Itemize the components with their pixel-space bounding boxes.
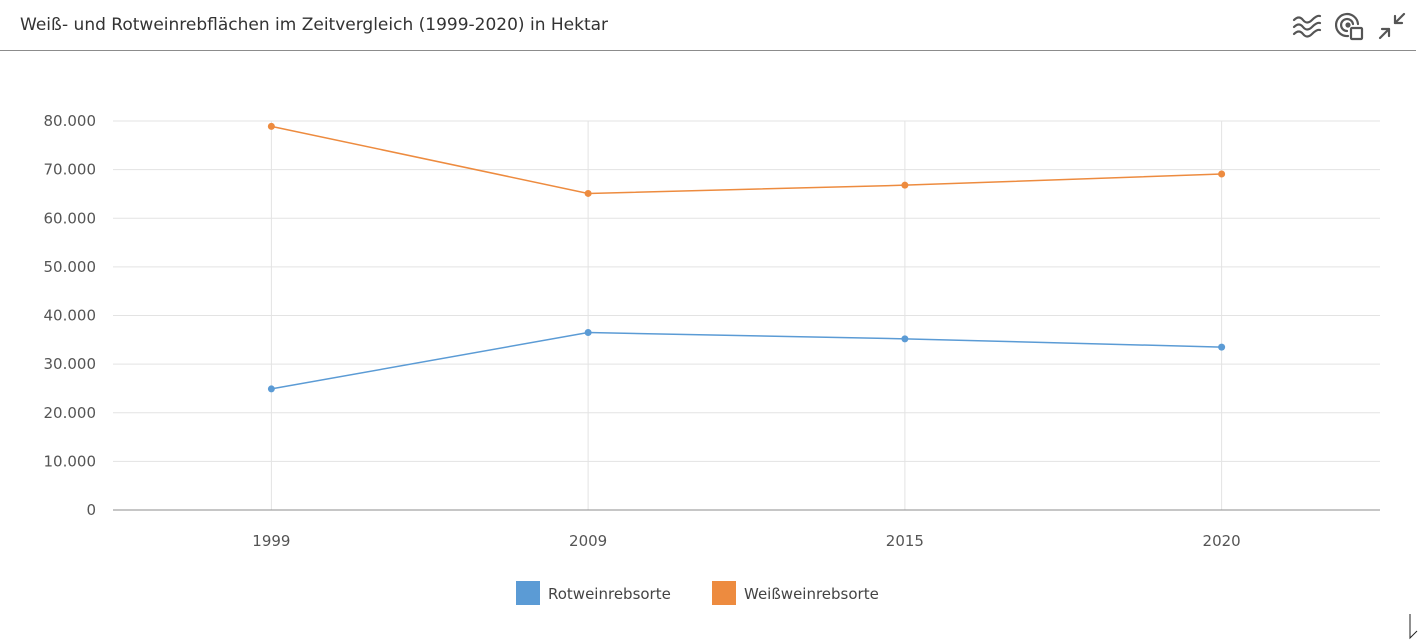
y-tick-label: 80.000 xyxy=(44,112,97,130)
waves-icon[interactable] xyxy=(1291,9,1323,43)
legend-swatch-weisswein[interactable] xyxy=(712,581,736,605)
data-point[interactable] xyxy=(584,329,592,337)
y-tick-label: 70.000 xyxy=(44,161,97,179)
y-tick-label: 20.000 xyxy=(44,404,97,422)
y-tick-label: 10.000 xyxy=(44,452,97,470)
legend-label-rotwein[interactable]: Rotweinrebsorte xyxy=(548,585,671,603)
y-tick-label: 50.000 xyxy=(44,258,97,276)
x-tick-label: 1999 xyxy=(252,532,290,550)
series-line-rotwein xyxy=(271,331,1222,390)
y-tick-label: 60.000 xyxy=(44,209,97,227)
mouse-cursor-icon xyxy=(1409,614,1418,640)
data-point[interactable] xyxy=(1218,170,1226,178)
y-tick-label: 0 xyxy=(86,501,96,519)
data-point[interactable] xyxy=(1218,343,1226,351)
legend-label-weisswein[interactable]: Weißweinrebsorte xyxy=(744,585,879,603)
chart-title: Weiß- und Rotweinrebflächen im Zeitvergl… xyxy=(20,15,609,35)
x-tick-label: 2009 xyxy=(569,532,607,550)
y-tick-label: 40.000 xyxy=(44,307,97,325)
legend-swatch-rotwein[interactable] xyxy=(516,581,540,605)
series-line-weisswein xyxy=(271,125,1222,195)
data-point[interactable] xyxy=(584,189,592,197)
data-point[interactable] xyxy=(267,122,275,130)
x-tick-label: 2020 xyxy=(1203,532,1241,550)
data-point[interactable] xyxy=(901,181,909,189)
x-tick-label: 2015 xyxy=(886,532,924,550)
data-point[interactable] xyxy=(267,385,275,393)
collapse-icon[interactable] xyxy=(1376,9,1408,43)
touch-select-icon[interactable] xyxy=(1333,9,1365,43)
chart-header: Weiß- und Rotweinrebflächen im Zeitvergl… xyxy=(0,0,1416,51)
line-chart: 0 10.000 20.000 30.000 40.000 50.000 60.000 70.… xyxy=(44,112,1380,605)
data-point[interactable] xyxy=(901,335,909,343)
y-tick-label: 30.000 xyxy=(44,355,97,373)
